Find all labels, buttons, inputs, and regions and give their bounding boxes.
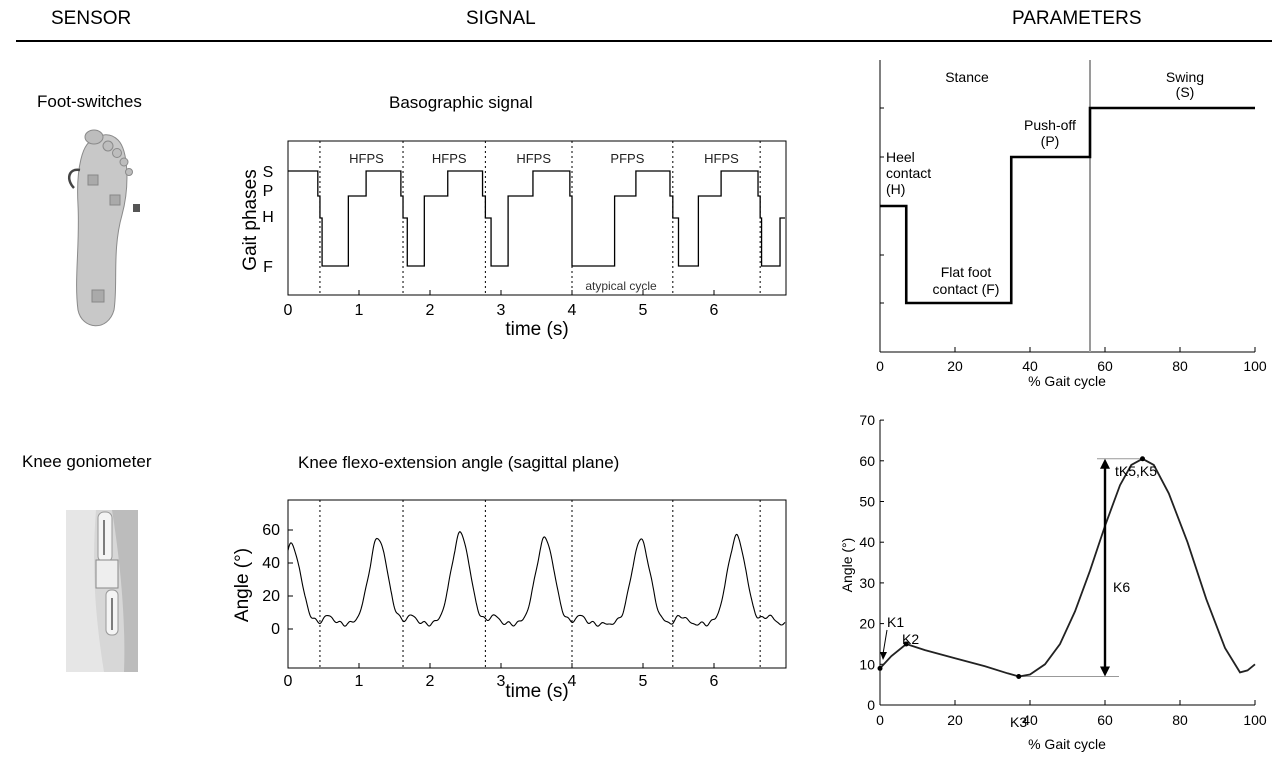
k-marker (903, 641, 909, 647)
header-parameters: PARAMETERS (1012, 8, 1142, 29)
y-tick-label: 60 (859, 453, 875, 469)
heel-label-2: contact (886, 165, 931, 181)
y-tick-label: 20 (859, 616, 875, 632)
x-tick-label: 0 (876, 712, 884, 728)
x-tick-label: 1 (355, 673, 364, 690)
x-tick-label: 1 (355, 302, 364, 319)
x-tick-label: 80 (1172, 358, 1188, 374)
x-tick-label: 6 (710, 673, 719, 690)
x-tick-label: 3 (497, 302, 506, 319)
header-signal: SIGNAL (466, 8, 536, 29)
knee-angle-chart: Angle (°) 0 20 40 60 0 1 2 3 4 5 6 time (s) (232, 499, 787, 702)
x-tick-label: 40 (1022, 712, 1038, 728)
knee-param-xlabel: % Gait cycle (1028, 736, 1106, 752)
knee-parameters-chart: Angle (°) 0 10 20 30 40 50 60 70 0 20 40 60 80 100 K… (839, 412, 1267, 752)
y-tick-label: 40 (859, 534, 875, 550)
x-tick-label: 6 (710, 302, 719, 319)
x-tick-label: 0 (876, 358, 884, 374)
y-tick-label: 60 (262, 522, 280, 539)
x-tick-label: 60 (1097, 358, 1113, 374)
heel-label-1: Heel (886, 149, 915, 165)
flat-label-2: contact (F) (933, 281, 1000, 297)
x-tick-label: 4 (568, 673, 577, 690)
x-tick-label: 2 (426, 302, 435, 319)
k-marker (877, 665, 883, 671)
x-tick-label: 20 (947, 358, 963, 374)
x-tick-label: 60 (1097, 712, 1113, 728)
x-tick-label: 0 (284, 302, 293, 319)
swing-code: (S) (1176, 84, 1195, 100)
knee-goniometer-image (66, 510, 138, 672)
knee-angle-line (287, 531, 786, 627)
foot-switches-label: Foot-switches (37, 92, 142, 111)
x-tick-label: 100 (1243, 358, 1267, 374)
header-rule (16, 40, 1272, 42)
atypical-cycle-label: atypical cycle (585, 279, 657, 293)
x-tick-label: 100 (1243, 712, 1267, 728)
ytick-p: P (263, 183, 274, 200)
k2-label: K2 (902, 631, 919, 647)
x-tick-label: 3 (497, 673, 506, 690)
x-tick-label: 20 (947, 712, 963, 728)
y-tick-label: 40 (262, 555, 280, 572)
basographic-chart: Gait phases S P H F 0 1 2 3 4 5 6 HFPS HFPS HFPS… (240, 140, 787, 340)
cycle-label: HFPS (704, 151, 739, 166)
y-tick-label: 20 (262, 588, 280, 605)
knee-ylabel: Angle (°) (232, 548, 253, 622)
k-marker (1016, 674, 1022, 680)
x-tick-label: 4 (568, 302, 577, 319)
ytick-f: F (263, 259, 273, 276)
k-marker (1140, 456, 1145, 462)
y-tick-label: 0 (271, 621, 280, 638)
heel-code: (H) (886, 181, 905, 197)
x-tick-label: 40 (1022, 358, 1038, 374)
k6-label: K6 (1113, 579, 1130, 595)
k6-arrow (1100, 458, 1110, 677)
step-xlabel: % Gait cycle (1028, 373, 1106, 389)
ytick-s: S (263, 164, 274, 181)
swing-label: Swing (1166, 69, 1204, 85)
header-sensor: SENSOR (51, 8, 132, 29)
push-label: Push-off (1024, 117, 1076, 133)
x-tick-label: 80 (1172, 712, 1188, 728)
knee-cycle-curve (879, 457, 1256, 678)
y-tick-label: 50 (859, 494, 875, 510)
y-tick-label: 30 (859, 575, 875, 591)
k5-label: tK5,K5 (1115, 463, 1157, 479)
gait-phase-parameters-chart: 0 20 40 60 80 100 Stance Swing (S) Heel conta… (876, 60, 1267, 389)
ytick-h: H (262, 209, 274, 226)
knee-angle-title: Knee flexo-extension angle (sagittal pla… (298, 453, 620, 472)
push-code: (P) (1041, 133, 1060, 149)
basographic-title: Basographic signal (389, 93, 533, 112)
cycle-label: HFPS (516, 151, 551, 166)
x-tick-label: 2 (426, 673, 435, 690)
k6-arrow-head-top (1100, 458, 1110, 469)
gait-phase-step-line (880, 106, 1255, 305)
x-tick-label: 0 (284, 673, 293, 690)
cycle-label: PFPS (610, 151, 644, 166)
x-tick-label: 5 (639, 673, 648, 690)
y-tick-label: 0 (867, 697, 875, 713)
y-tick-label: 70 (859, 412, 875, 428)
basographic-signal-line (288, 170, 785, 267)
knee-param-ylabel: Angle (°) (839, 538, 855, 593)
foot-switch-image (67, 129, 140, 327)
flat-label-1: Flat foot (941, 264, 992, 280)
stance-label: Stance (945, 69, 989, 85)
knee-goniometer-label: Knee goniometer (22, 452, 152, 471)
k1-label: K1 (887, 614, 904, 630)
y-tick-label: 10 (859, 656, 875, 672)
cycle-label: HFPS (349, 151, 384, 166)
knee-xlabel: time (s) (505, 681, 568, 702)
cycle-label: HFPS (432, 151, 467, 166)
x-tick-label: 5 (639, 302, 648, 319)
basographic-xlabel: time (s) (505, 319, 568, 340)
k3-label: K3 (1010, 714, 1027, 730)
basographic-ylabel: Gait phases (240, 169, 261, 270)
k6-arrow-head-bottom (1100, 666, 1110, 677)
